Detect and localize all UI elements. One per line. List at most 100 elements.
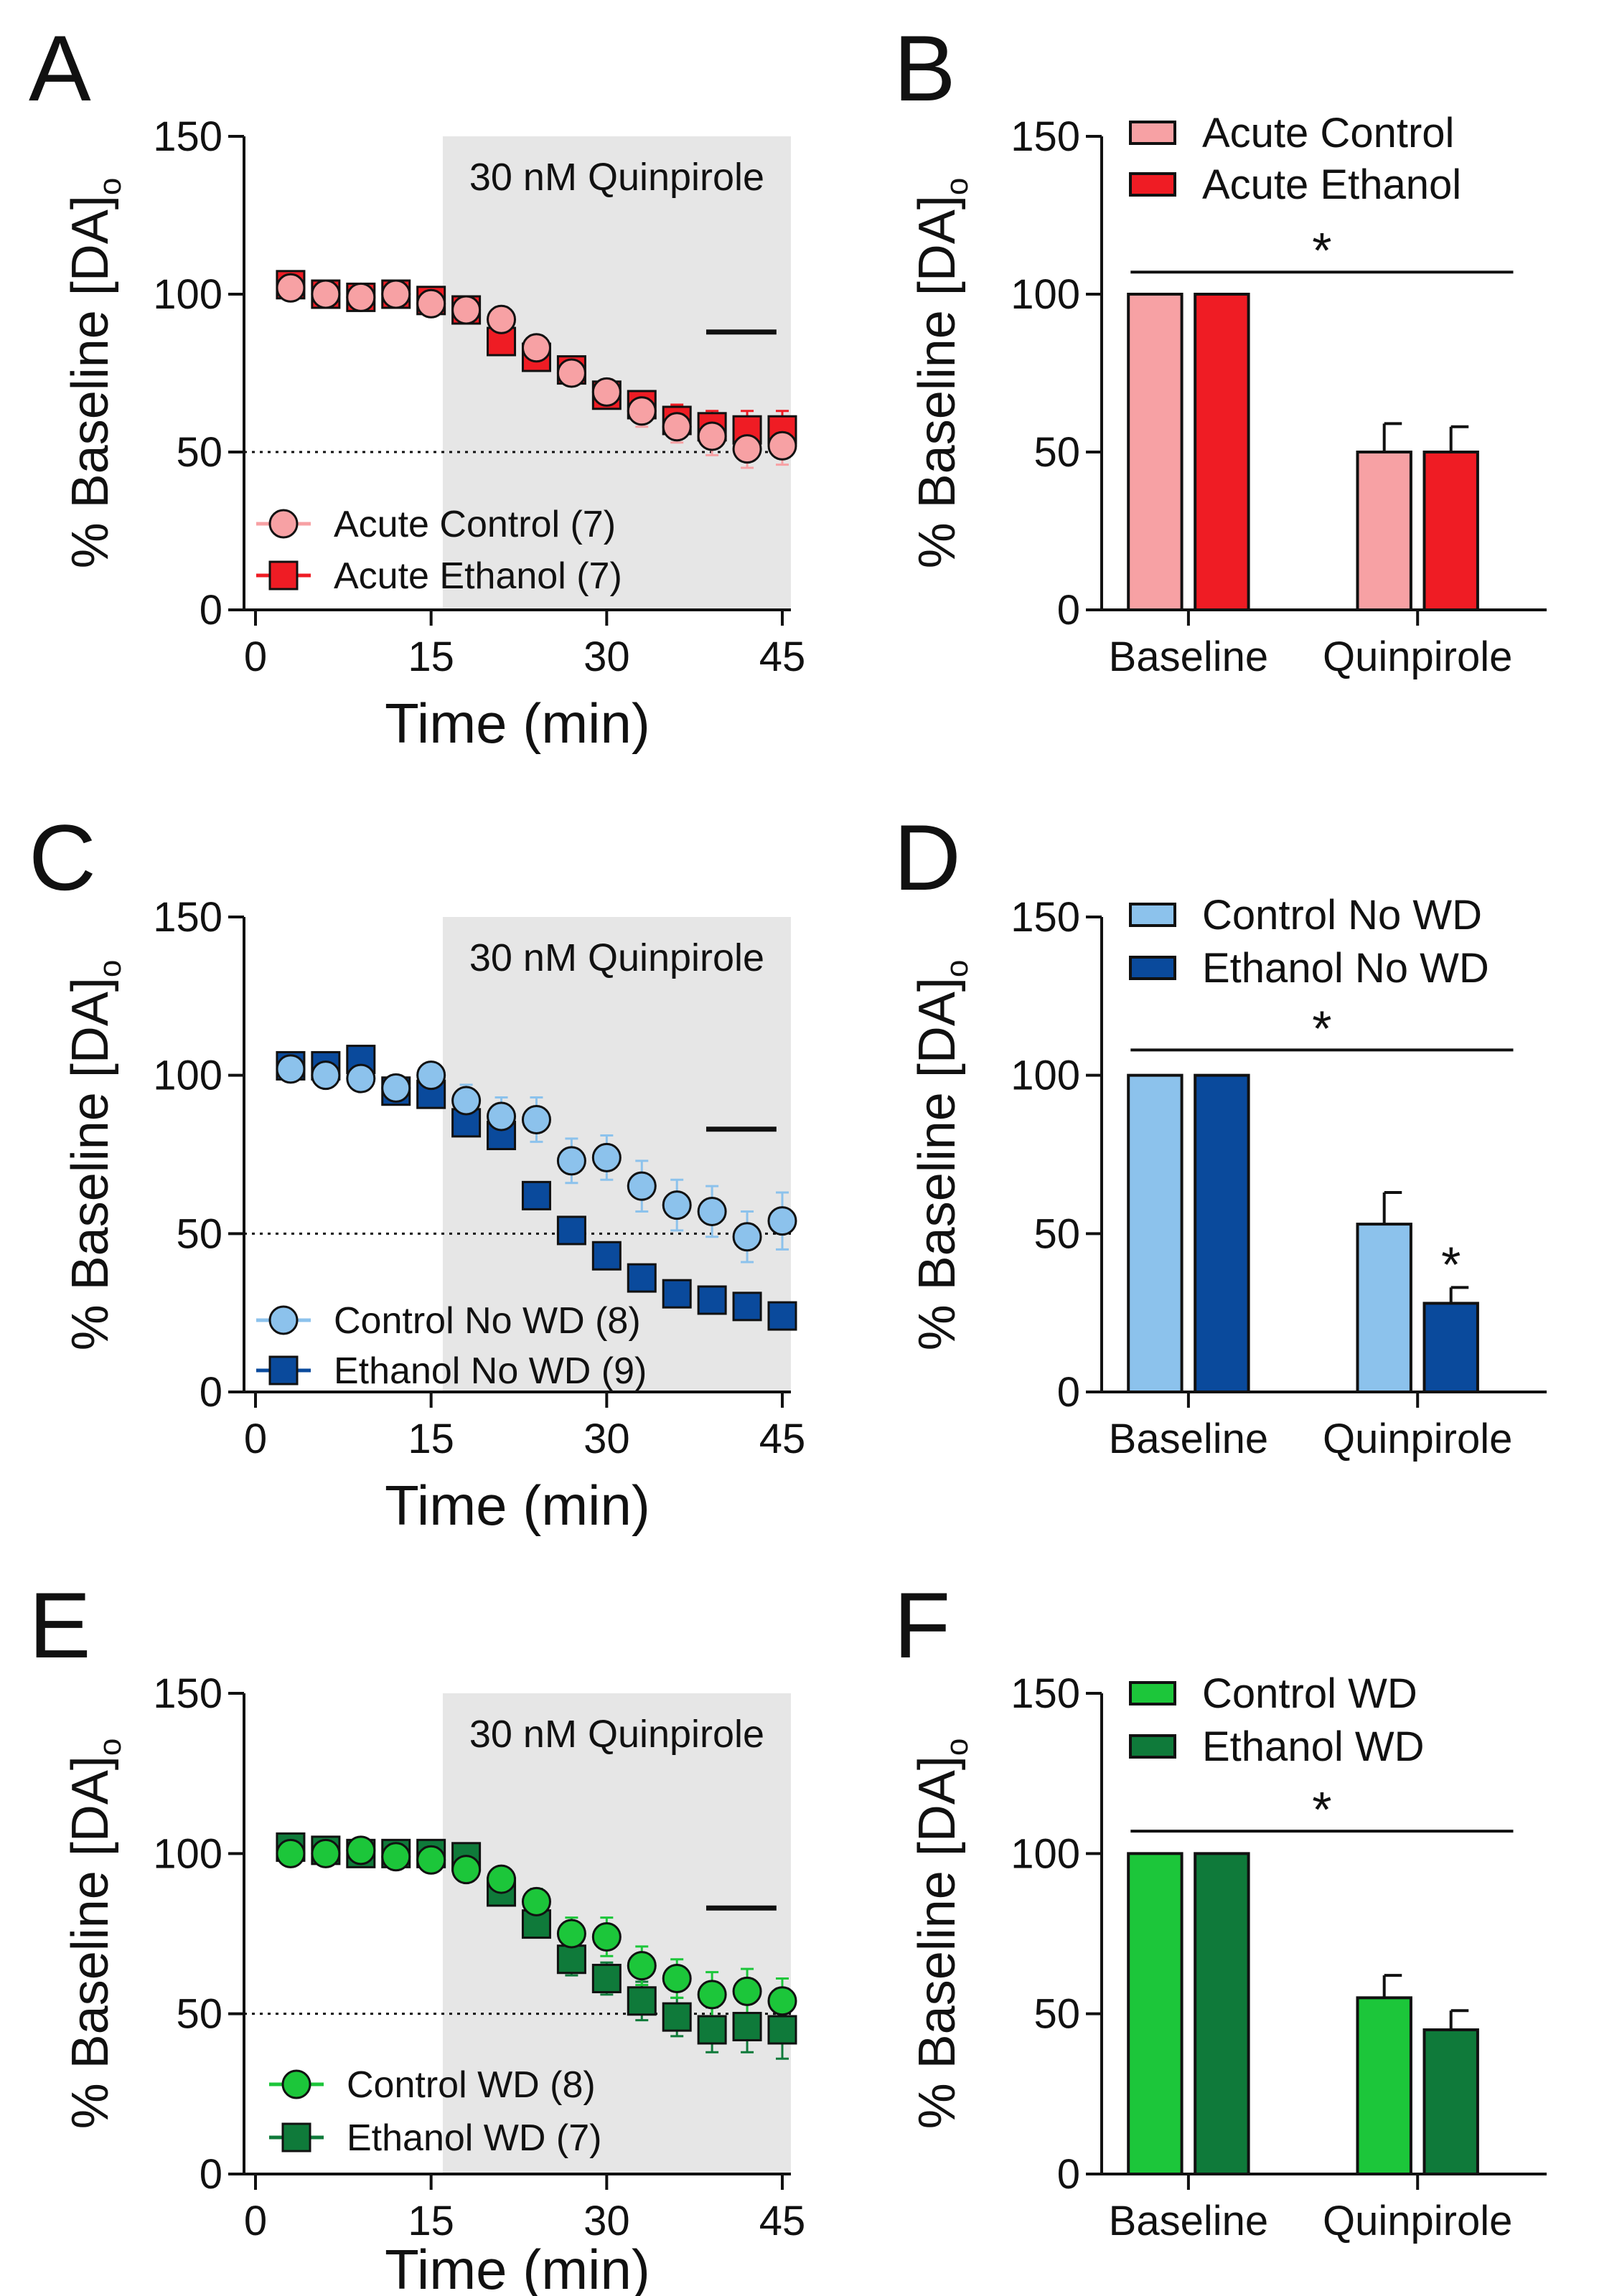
square-data-point <box>732 2012 762 2042</box>
circle-data-point <box>311 1060 341 1091</box>
1-ytick-label: 50 <box>1033 429 1080 476</box>
circle-data-point <box>732 1222 762 1252</box>
circle-data-point <box>697 421 727 451</box>
circle-data-point <box>556 358 586 388</box>
circle-data-point <box>591 1921 622 1952</box>
y-axis-title-text: % Baseline [DA] <box>909 195 966 568</box>
xtick-label: 15 <box>408 1416 454 1462</box>
circle-data-point <box>627 1951 657 1981</box>
circle-data-point <box>487 1101 517 1131</box>
y-axis-title: % Baseline [DA]o <box>62 1739 128 2130</box>
panel-letter: D <box>894 805 961 910</box>
y-axis-title-text: % Baseline [DA] <box>62 195 119 568</box>
circle-data-point <box>381 1073 411 1103</box>
x-axis-title: Time (min) <box>385 1474 650 1537</box>
legend-label: Acute Control (7) <box>334 504 616 545</box>
square-data-point <box>767 2015 797 2045</box>
square-data-point <box>556 1215 586 1246</box>
category-label: Quinpirole <box>1323 1416 1512 1462</box>
bar <box>1127 1073 1183 1393</box>
category-label: Baseline <box>1109 2198 1268 2244</box>
y-axis-title: % Baseline [DA]o <box>909 178 975 569</box>
y-axis-title-subscript: o <box>93 1739 128 1756</box>
square-data-point <box>767 1301 797 1331</box>
square-data-point <box>662 2002 692 2032</box>
circle-data-point <box>556 1919 586 1949</box>
3-ytick-label: 150 <box>1011 894 1080 941</box>
xtick-label: 0 <box>244 634 267 680</box>
circle-data-point <box>416 1060 446 1091</box>
legend-label: Control No WD (8) <box>334 1300 641 1342</box>
2-ytick-label: 0 <box>200 1369 222 1416</box>
square-data-point <box>662 1279 692 1309</box>
legend-label: Acute Ethanol <box>1202 161 1461 208</box>
circle-data-point <box>556 1146 586 1176</box>
significance-asterisk: * <box>1312 222 1331 278</box>
xtick-label: 30 <box>583 634 630 680</box>
legend-label: Ethanol No WD (9) <box>334 1350 647 1392</box>
square-data-point <box>697 1285 727 1315</box>
circle-data-point <box>521 333 551 363</box>
category-label: Quinpirole <box>1323 634 1512 680</box>
bar <box>1194 293 1250 611</box>
legend-marker <box>268 1305 299 1335</box>
5-ytick-label: 50 <box>1033 1991 1080 2038</box>
bar <box>1356 451 1412 611</box>
bar <box>1127 293 1183 611</box>
0-ytick-label: 150 <box>153 113 222 160</box>
bar <box>1127 1852 1183 2175</box>
xtick-label: 45 <box>759 634 806 680</box>
xtick-label: 0 <box>244 1416 267 1462</box>
panel-letter: C <box>29 805 96 910</box>
quinpirole-shaded-region <box>442 136 791 610</box>
0-ytick-label: 100 <box>153 271 222 318</box>
xtick-label: 45 <box>759 2198 806 2244</box>
legend-label: Ethanol WD <box>1202 1723 1424 1770</box>
y-axis-title-subscript: o <box>93 960 128 977</box>
y-axis-title-text: % Baseline [DA] <box>62 977 119 1350</box>
square-data-point <box>556 1944 586 1975</box>
panel-B: B 0 50 100 150 % Baseline [DA]o Baseline Quinpi… <box>894 16 1547 680</box>
square-data-point <box>627 1263 657 1293</box>
legend-marker <box>281 2122 311 2152</box>
legend-swatch <box>1129 1734 1176 1759</box>
circle-data-point <box>627 396 657 426</box>
0-ytick-label: 50 <box>176 429 222 476</box>
legend-marker <box>268 509 299 539</box>
1-ytick-label: 100 <box>1011 271 1080 318</box>
xtick-label: 30 <box>583 2198 630 2244</box>
1-ytick-label: 150 <box>1011 113 1080 160</box>
circle-data-point <box>451 1086 482 1116</box>
square-data-point <box>732 1292 762 1322</box>
legend-label: Control WD <box>1202 1670 1417 1717</box>
y-axis-title-text: % Baseline [DA] <box>62 1756 119 2129</box>
circle-data-point <box>627 1171 657 1201</box>
circle-data-point <box>521 1104 551 1134</box>
bar <box>1194 1073 1250 1393</box>
3-ytick-label: 50 <box>1033 1210 1080 1257</box>
circle-data-point <box>311 279 341 309</box>
legend-swatch <box>1129 1681 1176 1705</box>
circle-data-point <box>276 1054 306 1084</box>
2-ytick-label: 100 <box>153 1053 222 1099</box>
panel-letter: E <box>29 1573 91 1678</box>
circle-data-point <box>591 1142 622 1172</box>
circle-data-point <box>346 1063 376 1093</box>
xtick-label: 30 <box>583 1416 630 1462</box>
y-axis-title: % Baseline [DA]o <box>62 178 128 569</box>
legend-label: Control No WD <box>1202 892 1482 938</box>
circle-data-point <box>767 430 797 461</box>
circle-data-point <box>697 1196 727 1226</box>
circle-data-point <box>276 1838 306 1868</box>
shade-label: 30 nM Quinpirole <box>469 156 764 199</box>
significance-asterisk: * <box>1312 1782 1331 1838</box>
circle-data-point <box>697 1980 727 2010</box>
square-data-point <box>627 1986 657 2016</box>
bar <box>1356 1223 1412 1394</box>
circle-data-point <box>767 1986 797 2016</box>
legend-label: Ethanol WD (7) <box>347 2117 601 2159</box>
xtick-label: 15 <box>408 2198 454 2244</box>
circle-data-point <box>662 1190 692 1220</box>
5-ytick-label: 150 <box>1011 1670 1080 1717</box>
